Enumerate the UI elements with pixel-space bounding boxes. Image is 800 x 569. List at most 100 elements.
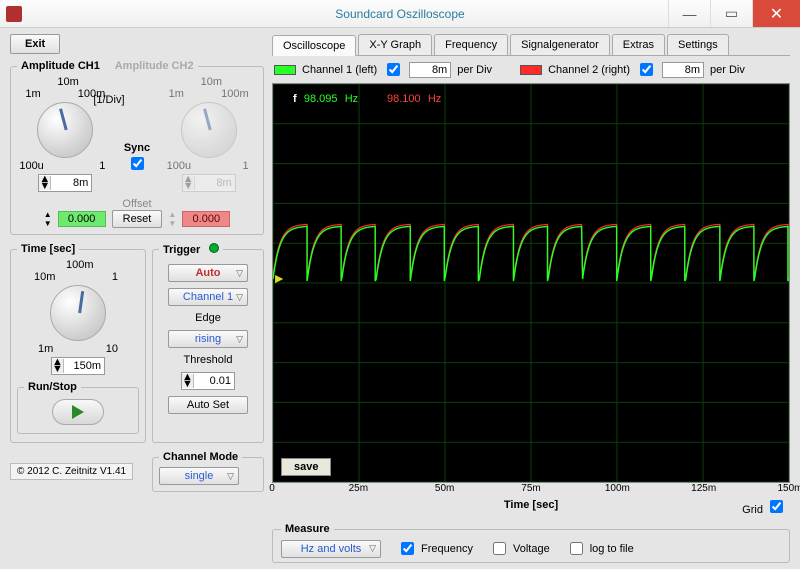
- channel-mode-group: Channel Mode single▽: [152, 451, 264, 492]
- channel-mode-select[interactable]: single▽: [159, 467, 239, 485]
- maximize-button[interactable]: ▭: [710, 0, 752, 27]
- save-button[interactable]: save: [281, 458, 331, 476]
- tab-xy[interactable]: X-Y Graph: [358, 34, 432, 55]
- app-body: Exit Amplitude CH1 Amplitude CH2 10m [1/…: [0, 28, 800, 569]
- threshold-value[interactable]: ▲▼: [181, 372, 235, 390]
- sync-checkbox[interactable]: [131, 157, 144, 170]
- xaxis-tick: 100m: [605, 483, 630, 494]
- copyright: © 2012 C. Zeitnitz V1.41: [10, 463, 133, 480]
- offset-ch2: 0.000: [182, 211, 230, 227]
- grid-toggle: Grid: [742, 497, 786, 516]
- edge-label: Edge: [195, 312, 221, 324]
- right-panel: Oscilloscope X-Y Graph Frequency Signalg…: [268, 28, 800, 569]
- measure-frequency[interactable]: Frequency: [397, 539, 473, 558]
- trigger-legend: Trigger: [159, 243, 223, 256]
- tick: 1: [243, 160, 249, 172]
- measure-legend: Measure: [281, 523, 334, 535]
- xaxis-label: Time [sec]: [504, 499, 558, 511]
- amp-ch2-value: ▲▼: [182, 174, 236, 192]
- measure-voltage[interactable]: Voltage: [489, 539, 550, 558]
- ch1-enable-checkbox[interactable]: [387, 63, 400, 76]
- amp-ch1-legend: Amplitude CH1: [21, 60, 100, 72]
- offset-ch1[interactable]: 0.000: [58, 211, 106, 227]
- app-icon: [6, 6, 22, 22]
- tick: 1m: [25, 88, 40, 100]
- exit-button[interactable]: Exit: [10, 34, 60, 54]
- per-div-1: per Div: [457, 64, 492, 76]
- left-panel: Exit Amplitude CH1 Amplitude CH2 10m [1/…: [0, 28, 268, 569]
- tab-settings[interactable]: Settings: [667, 34, 729, 55]
- sync-label: Sync: [122, 142, 152, 154]
- oscilloscope-display[interactable]: f 98.095 Hz 98.100 Hz save: [272, 83, 790, 483]
- tick: 100u: [19, 160, 43, 172]
- amp-ch2-input: [195, 177, 235, 189]
- ch1-swatch: [274, 65, 296, 75]
- minimize-button[interactable]: —: [668, 0, 710, 27]
- tick: 10m: [57, 76, 78, 88]
- xaxis-tick: 50m: [435, 483, 454, 494]
- time-value[interactable]: ▲▼: [51, 357, 105, 375]
- tick: 10: [106, 343, 118, 355]
- tick: 1m: [169, 88, 184, 100]
- window-buttons: — ▭ ✕: [668, 0, 800, 27]
- amplitude-group: Amplitude CH1 Amplitude CH2 10m [1/Div] …: [10, 60, 264, 235]
- ch2-enable-checkbox[interactable]: [640, 63, 653, 76]
- time-input[interactable]: [64, 360, 104, 372]
- runstop-group: Run/Stop: [17, 381, 139, 434]
- trigger-led-icon: [209, 243, 219, 253]
- threshold-input[interactable]: [194, 375, 234, 387]
- ch2-div[interactable]: 8m: [662, 62, 704, 78]
- tab-signalgenerator[interactable]: Signalgenerator: [510, 34, 610, 55]
- measure-logfile[interactable]: log to file: [566, 539, 634, 558]
- tab-bar: Oscilloscope X-Y Graph Frequency Signalg…: [272, 34, 790, 56]
- tick: 1m: [38, 343, 53, 355]
- runstop-legend: Run/Stop: [24, 381, 81, 393]
- measure-mode-select[interactable]: Hz and volts▽: [281, 540, 381, 558]
- grid-checkbox[interactable]: [770, 500, 783, 513]
- channel-mode-legend: Channel Mode: [159, 451, 242, 463]
- offset-label: Offset: [17, 198, 257, 210]
- close-button[interactable]: ✕: [752, 0, 800, 27]
- amp-ch1-input[interactable]: [51, 177, 91, 189]
- trigger-channel-select[interactable]: Channel 1▽: [168, 288, 248, 306]
- time-knob[interactable]: [50, 285, 106, 341]
- threshold-label: Threshold: [184, 354, 233, 366]
- autoset-button[interactable]: Auto Set: [168, 396, 248, 414]
- time-legend: Time [sec]: [17, 243, 79, 255]
- trigger-mode-select[interactable]: Auto▽: [168, 264, 248, 282]
- per-div-2: per Div: [710, 64, 745, 76]
- tab-oscilloscope[interactable]: Oscilloscope: [272, 35, 356, 56]
- tab-extras[interactable]: Extras: [612, 34, 665, 55]
- amp-ch2-legend: Amplitude CH2: [115, 60, 194, 72]
- amp-ch1-knob[interactable]: [37, 102, 93, 158]
- channel-bar: Channel 1 (left) 8m per Div Channel 2 (r…: [272, 56, 790, 83]
- xaxis-tick: 125m: [691, 483, 716, 494]
- amp-legend: Amplitude CH1 Amplitude CH2: [17, 60, 198, 72]
- trigger-group: Trigger Auto▽ Channel 1▽ Edge rising▽ Th…: [152, 243, 264, 443]
- measure-group: Measure Hz and volts▽ Frequency Voltage …: [272, 523, 790, 563]
- tab-frequency[interactable]: Frequency: [434, 34, 508, 55]
- runstop-button[interactable]: [52, 399, 104, 425]
- tick: 1: [112, 271, 118, 283]
- window-title: Soundcard Oszilloscope: [335, 7, 464, 21]
- ch1-div[interactable]: 8m: [409, 62, 451, 78]
- tick: 100m: [221, 88, 249, 100]
- amp-ch1-value[interactable]: ▲▼: [38, 174, 92, 192]
- tick: 1: [99, 160, 105, 172]
- ch2-swatch: [520, 65, 542, 75]
- amp-ch2-knob: [181, 102, 237, 158]
- x-axis: Time [sec] Grid 025m50m75m100m125m150m: [272, 483, 790, 521]
- xaxis-tick: 150m: [777, 483, 800, 494]
- ch1-label: Channel 1 (left): [302, 64, 377, 76]
- tick: 100m: [78, 88, 106, 100]
- xaxis-tick: 0: [269, 483, 275, 494]
- tick: 100u: [167, 160, 191, 172]
- tick: 10m: [34, 271, 55, 283]
- tick: 10m: [201, 76, 222, 88]
- amp-ch2-knob-area: 10m 1m 100m 100u 1 ▲▼: [169, 76, 249, 192]
- freq-readout: f 98.095 Hz 98.100 Hz: [293, 92, 441, 106]
- reset-button[interactable]: Reset: [112, 210, 163, 228]
- xaxis-tick: 75m: [521, 483, 540, 494]
- ch2-label: Channel 2 (right): [548, 64, 630, 76]
- trigger-edge-select[interactable]: rising▽: [168, 330, 248, 348]
